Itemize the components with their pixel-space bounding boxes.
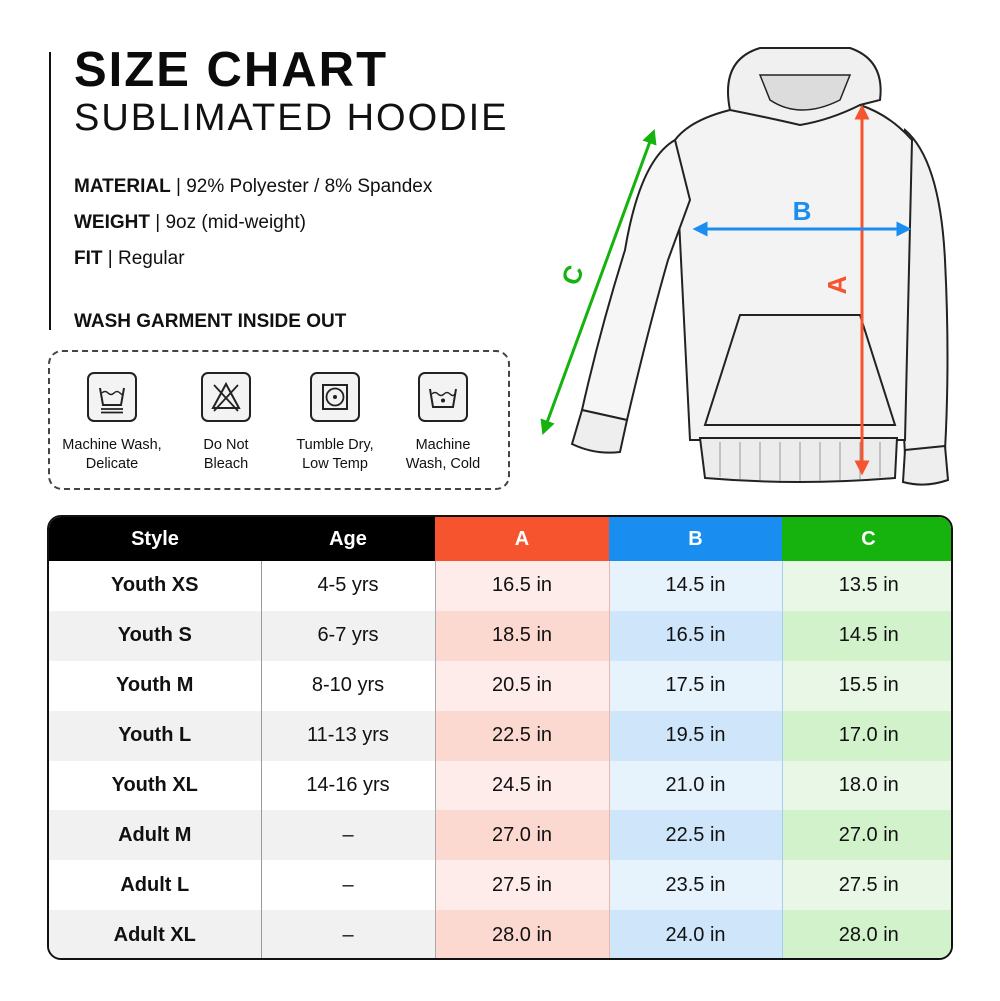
care-item-tumble-dry-low: Tumble Dry, Low Temp	[280, 372, 390, 474]
cell-a: 18.5 in	[435, 610, 610, 661]
cell-b: 24.0 in	[609, 910, 783, 958]
table-row: Adult M – 27.0 in 22.5 in 27.0 in	[49, 810, 951, 861]
hoodie-diagram: A B C	[540, 47, 950, 486]
table-row: Youth M 8-10 yrs 20.5 in 17.5 in 15.5 in	[49, 660, 951, 711]
cell-c: 17.0 in	[782, 710, 951, 761]
header-divider-line	[49, 52, 51, 330]
header-style: Style	[49, 517, 261, 561]
table-row: Youth L 11-13 yrs 22.5 in 19.5 in 17.0 i…	[49, 710, 951, 761]
cell-age: 8-10 yrs	[261, 660, 436, 711]
spec-weight-label: WEIGHT	[74, 212, 150, 233]
care-label-line1: Tumble Dry,	[296, 437, 374, 453]
spec-material-label: MATERIAL	[74, 176, 171, 197]
cell-age: 11-13 yrs	[261, 710, 436, 761]
cell-a: 16.5 in	[435, 561, 610, 611]
cell-b: 22.5 in	[609, 810, 783, 861]
care-label-line1: Do Not	[203, 437, 249, 453]
cell-c: 27.0 in	[782, 810, 951, 861]
table-row: Youth XS 4-5 yrs 16.5 in 14.5 in 13.5 in	[49, 561, 951, 611]
do-not-bleach-icon	[201, 372, 251, 422]
care-label-line2: Low Temp	[302, 456, 368, 472]
hoodie-hood-inner	[758, 74, 852, 111]
cell-style: Youth M	[49, 660, 262, 711]
tumble-dry-low-icon	[310, 372, 360, 422]
care-label-line1: Machine Wash,	[62, 437, 162, 453]
cell-b: 17.5 in	[609, 660, 783, 711]
cell-c: 14.5 in	[782, 610, 951, 661]
cell-a: 27.5 in	[435, 860, 610, 911]
spec-material: MATERIAL | 92% Polyester / 8% Spandex	[74, 175, 432, 199]
table-row: Adult XL – 28.0 in 24.0 in 28.0 in	[49, 910, 951, 958]
size-table: Style Age A B C Youth XS 4-5 yrs 16.5 in…	[47, 515, 953, 960]
spec-weight: WEIGHT | 9oz (mid-weight)	[74, 211, 306, 235]
cell-style: Adult M	[49, 810, 262, 861]
header-a: A	[435, 517, 609, 561]
care-instructions-box: Machine Wash, Delicate Do Not Bleach Tum…	[48, 350, 510, 490]
spec-fit-label: FIT	[74, 248, 103, 269]
spec-fit: FIT | Regular	[74, 247, 185, 271]
cell-a: 27.0 in	[435, 810, 610, 861]
care-item-machine-wash-cold: Machine Wash, Cold	[388, 372, 498, 474]
cell-style: Adult XL	[49, 910, 262, 958]
cell-b: 14.5 in	[609, 561, 783, 611]
cell-age: –	[261, 860, 436, 911]
header-b: B	[609, 517, 782, 561]
spec-material-value: | 92% Polyester / 8% Spandex	[170, 176, 433, 197]
cell-b: 23.5 in	[609, 860, 783, 911]
machine-wash-delicate-icon	[87, 372, 137, 422]
table-row: Adult L – 27.5 in 23.5 in 27.5 in	[49, 860, 951, 911]
care-item-do-not-bleach: Do Not Bleach	[171, 372, 281, 474]
cell-b: 16.5 in	[609, 610, 783, 661]
measure-b-label: B	[793, 196, 812, 226]
measure-c-label: C	[555, 261, 590, 289]
care-label-line2: Delicate	[85, 456, 139, 472]
cell-age: 4-5 yrs	[261, 561, 436, 611]
cell-c: 18.0 in	[782, 760, 951, 811]
cell-a: 24.5 in	[435, 760, 610, 811]
hoodie-pocket	[703, 314, 897, 426]
measure-c-arrow	[540, 128, 657, 436]
care-label-line2: Bleach	[203, 456, 249, 472]
header-c: C	[782, 517, 951, 561]
cell-style: Youth S	[49, 610, 262, 661]
measure-a-label: A	[822, 275, 852, 294]
header-age: Age	[261, 517, 435, 561]
cell-a: 28.0 in	[435, 910, 610, 958]
cell-age: 14-16 yrs	[261, 760, 436, 811]
cell-style: Youth XL	[49, 760, 262, 811]
cell-c: 27.5 in	[782, 860, 951, 911]
table-row: Youth S 6-7 yrs 18.5 in 16.5 in 14.5 in	[49, 610, 951, 661]
page-subtitle: SUBLIMATED HOODIE	[74, 97, 509, 139]
spec-weight-value: | 9oz (mid-weight)	[150, 212, 306, 233]
cell-age: –	[261, 910, 436, 958]
table-header-row: Style Age A B C	[49, 517, 951, 561]
page-title: SIZE CHART	[74, 43, 388, 97]
cell-c: 13.5 in	[782, 561, 951, 611]
hoodie-right-cuff	[901, 444, 950, 486]
cell-style: Youth L	[49, 710, 262, 761]
cell-age: –	[261, 810, 436, 861]
care-label-line2: Wash, Cold	[405, 456, 481, 472]
cell-a: 20.5 in	[435, 660, 610, 711]
cell-style: Adult L	[49, 860, 262, 911]
spec-fit-value: | Regular	[102, 248, 185, 269]
hoodie-waistband	[698, 437, 899, 483]
cell-age: 6-7 yrs	[261, 610, 436, 661]
cell-style: Youth XS	[49, 561, 262, 611]
cell-c: 15.5 in	[782, 660, 951, 711]
machine-wash-cold-icon	[418, 372, 468, 422]
wash-instruction-title: WASH GARMENT INSIDE OUT	[74, 311, 347, 332]
table-row: Youth XL 14-16 yrs 24.5 in 21.0 in 18.0 …	[49, 760, 951, 811]
care-label-line1: Machine	[415, 437, 471, 453]
cell-c: 28.0 in	[782, 910, 951, 958]
care-item-machine-wash-delicate: Machine Wash, Delicate	[57, 372, 167, 474]
cell-b: 21.0 in	[609, 760, 783, 811]
cell-a: 22.5 in	[435, 710, 610, 761]
cell-b: 19.5 in	[609, 710, 783, 761]
